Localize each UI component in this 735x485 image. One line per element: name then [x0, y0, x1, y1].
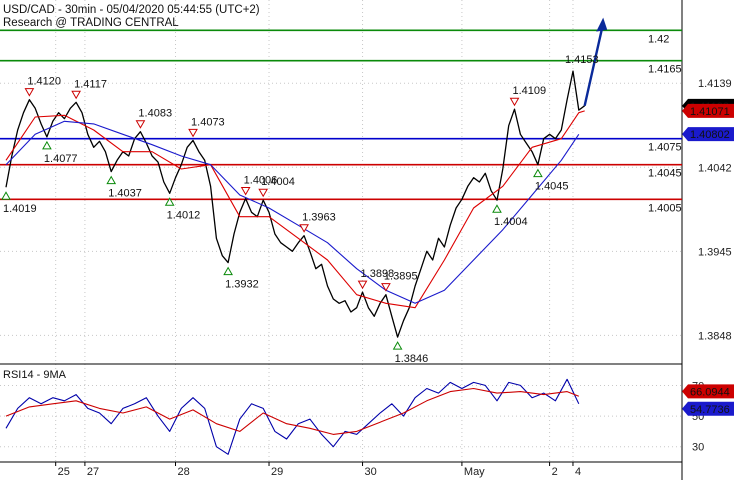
swing-low-marker: [42, 140, 52, 150]
series-rsi_ma: [5, 387, 580, 435]
swing-low-marker: [533, 168, 543, 178]
swing-low-label: 1.4012: [167, 209, 201, 221]
x-tick-label: 4: [575, 466, 581, 478]
swing-low-label: 1.4045: [535, 181, 569, 193]
rsi-tag-bg: [682, 384, 734, 399]
swing-low-marker: [1, 191, 11, 200]
price-tag-bg: [682, 127, 734, 142]
swing-high-marker: [258, 188, 269, 198]
swing-high-label: 1.4083: [138, 108, 172, 120]
swing-low-label: 1.4019: [3, 203, 37, 215]
chart-subtitle: Research @ TRADING CENTRAL: [3, 17, 179, 29]
swing-high-marker: [299, 224, 309, 233]
swing-low-label: 1.3932: [225, 279, 259, 291]
peak-label: 1.4153: [565, 54, 599, 66]
level-lines: 1.42 1.4165 1.4075 1.4045 1.4005: [0, 29, 682, 214]
swing-high-label: 1.4120: [27, 76, 61, 88]
x-tick-label: May: [464, 466, 485, 478]
swing-low-label: 1.3846: [395, 353, 429, 365]
price-tick-label: 1.3848: [698, 330, 732, 342]
annotation-layer: 1.4120 1.4117 1.4077 1.4019 1.4083 1.4037 1.40…: [1, 54, 599, 365]
series-price: [5, 70, 586, 338]
swing-high-marker: [381, 283, 391, 292]
swing-high-marker: [135, 120, 146, 129]
rsi-tag-label: 66.0944: [690, 386, 730, 398]
projection-arrow-shaft: [583, 27, 604, 106]
price-tick-label: 1.4139: [698, 78, 732, 90]
price-tag-label: 1.40802: [690, 129, 730, 141]
rsi-grid: [0, 384, 682, 448]
price-tag-label: 1.41071: [690, 106, 730, 118]
swing-high-marker: [240, 186, 251, 196]
swing-low-label: 1.4077: [44, 153, 78, 165]
swing-low-marker: [392, 341, 403, 350]
level-label: 1.42: [648, 33, 669, 45]
level-label: 1.4165: [648, 64, 682, 76]
level-label: 1.4005: [648, 202, 682, 214]
swing-low-label: 1.4037: [108, 188, 142, 200]
x-tick-label: 27: [87, 466, 99, 478]
rsi-tick-label: 30: [692, 442, 704, 454]
swing-high-label: 1.3963: [302, 212, 336, 224]
swing-high-marker: [357, 280, 368, 290]
swing-high-label: 1.4117: [74, 78, 107, 90]
chart-title: USD/CAD - 30min - 05/04/2020 05:44:55 (U…: [3, 4, 260, 16]
projection-arrow-head: [596, 17, 608, 32]
swing-low-marker: [223, 266, 233, 276]
price-tick-label: 1.3945: [698, 246, 732, 258]
swing-high-marker: [24, 88, 35, 97]
swing-low-marker: [164, 197, 175, 206]
rsi-panel-title: RSI14 - 9MA: [3, 369, 67, 381]
series-rsi: [5, 378, 580, 455]
x-tick-label: 29: [271, 466, 283, 478]
x-tick-label: 2: [552, 466, 558, 478]
swing-high-label: 1.3895: [384, 271, 418, 283]
swing-low-marker: [492, 204, 502, 213]
series-layer: [5, 17, 608, 455]
swing-high-marker: [509, 97, 520, 107]
x-tick-label: 25: [58, 466, 70, 478]
rsi-tag-bg: [682, 401, 734, 416]
swing-high-label: 1.3898: [361, 268, 395, 280]
series-ma_fast: [5, 110, 585, 309]
axis-labels: 2527282930May241.41391.40421.39451.38487…: [55, 78, 732, 478]
swing-high-label: 1.4073: [191, 116, 225, 128]
swing-low-label: 1.4004: [494, 216, 528, 228]
series-ma_slow: [5, 120, 580, 304]
swing-high-label: 1.4006: [244, 174, 278, 186]
x-tick-label: 28: [178, 466, 190, 478]
rsi-tag-label: 54.7736: [690, 404, 730, 416]
level-label: 1.4075: [648, 142, 682, 154]
price-tick-label: 1.4042: [698, 162, 732, 174]
level-label: 1.4045: [648, 168, 682, 180]
x-tick-label: 30: [365, 466, 377, 478]
swing-high-label: 1.4109: [513, 85, 547, 97]
swing-high-marker: [188, 128, 198, 138]
price-tag-bg: [682, 103, 734, 118]
swing-high-label: 1.4004: [261, 176, 295, 188]
swing-low-marker: [106, 175, 117, 185]
swing-high-marker: [71, 90, 82, 100]
